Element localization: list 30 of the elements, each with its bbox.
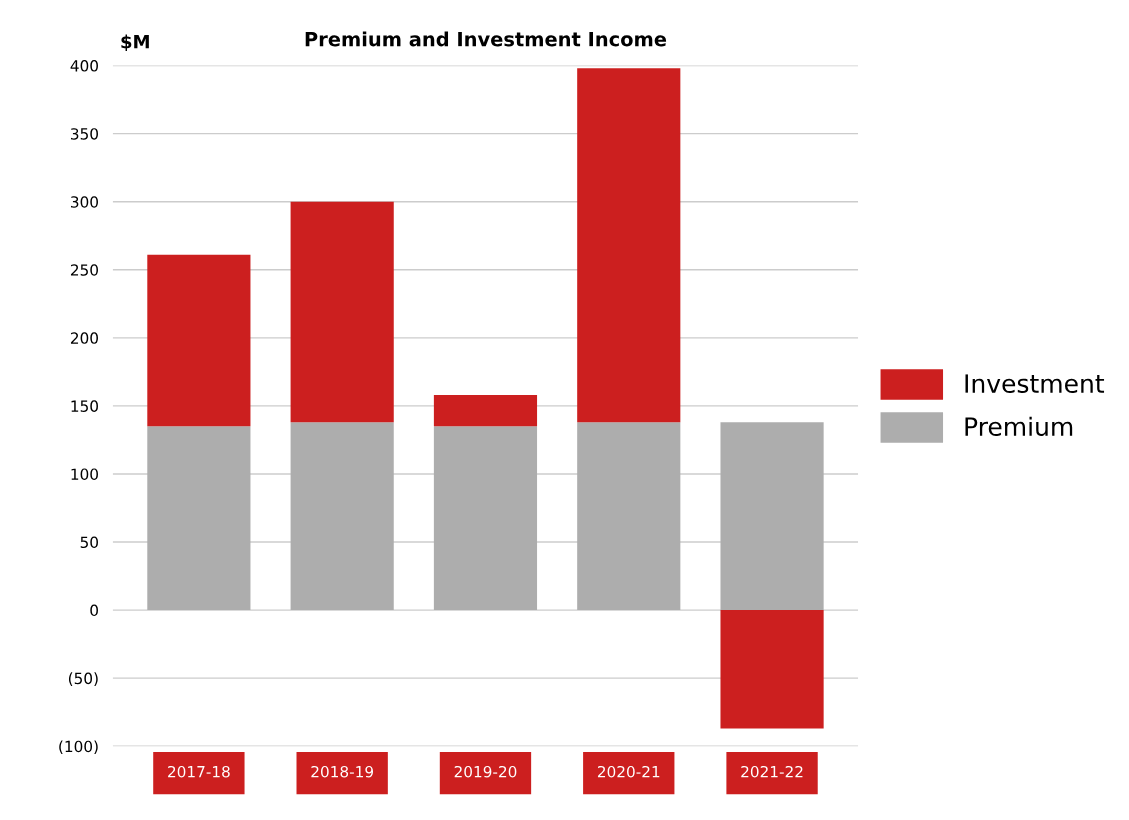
chart-title: Premium and Investment Income — [305, 31, 667, 47]
y-tick-label: 400 — [70, 60, 98, 72]
y-tick-label: (50) — [68, 672, 98, 686]
x-tick-label: 2020-21 — [597, 765, 660, 778]
y-tick-label: (100) — [59, 740, 98, 755]
y-tick-label: 200 — [70, 332, 98, 344]
y-axis-title: $M — [121, 34, 149, 51]
bar — [720, 422, 824, 611]
bar — [147, 426, 251, 611]
bar — [577, 68, 681, 423]
bar — [290, 422, 394, 611]
bar — [147, 254, 251, 427]
legend-label: Investment — [965, 374, 1105, 394]
y-tick-label: 150 — [71, 400, 98, 412]
y-tick-label: 300 — [71, 196, 98, 208]
x-tick-label: 2017-18 — [168, 765, 230, 778]
bar — [433, 395, 538, 427]
bar — [290, 201, 394, 423]
x-tick-label: 2019-20 — [454, 765, 517, 778]
x-tick-label: 2018-19 — [311, 765, 374, 778]
legend-label: Premium — [965, 416, 1073, 437]
bar — [433, 426, 538, 611]
y-tick-label: 250 — [70, 264, 98, 276]
y-tick-label: 50 — [80, 536, 98, 549]
y-tick-label: 350 — [71, 128, 98, 140]
x-tick-label: 2021-22 — [741, 765, 803, 778]
bar — [577, 422, 681, 611]
y-tick-label: 0 — [90, 604, 98, 617]
y-tick-label: 100 — [71, 468, 98, 480]
bar — [720, 610, 824, 729]
